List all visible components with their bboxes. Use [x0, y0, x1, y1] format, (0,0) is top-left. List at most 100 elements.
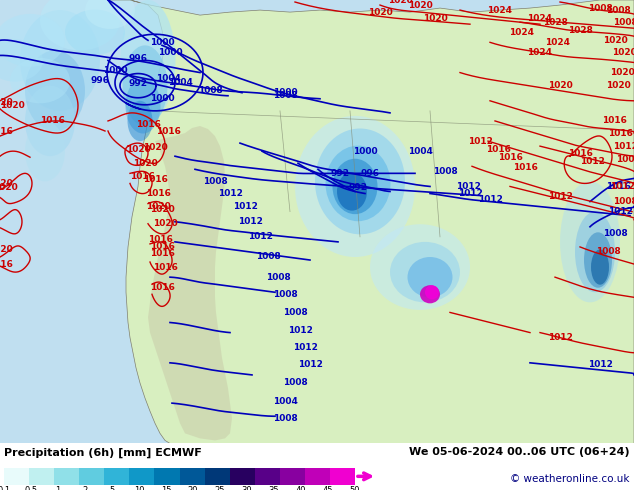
Text: 20: 20 — [188, 487, 198, 490]
Ellipse shape — [126, 78, 160, 134]
Text: 1016: 1016 — [39, 117, 65, 125]
Text: 1028: 1028 — [567, 26, 592, 35]
Text: 992: 992 — [349, 183, 368, 192]
Ellipse shape — [370, 224, 470, 310]
Text: 1000: 1000 — [353, 147, 377, 156]
Text: 1016: 1016 — [148, 235, 172, 245]
Text: 1020: 1020 — [126, 145, 150, 154]
Text: 0.1: 0.1 — [0, 487, 11, 490]
Ellipse shape — [0, 39, 43, 82]
Polygon shape — [148, 126, 232, 441]
Text: 1024: 1024 — [527, 14, 552, 23]
Text: 1008: 1008 — [198, 86, 223, 95]
Ellipse shape — [325, 146, 391, 221]
Text: 1008: 1008 — [616, 155, 634, 164]
Text: 2: 2 — [82, 487, 87, 490]
Ellipse shape — [295, 116, 415, 257]
Text: 1024: 1024 — [527, 48, 552, 57]
Text: 1020: 1020 — [612, 48, 634, 57]
Text: 1000: 1000 — [150, 38, 174, 47]
Text: Precipitation (6h) [mm] ECMWF: Precipitation (6h) [mm] ECMWF — [4, 447, 202, 458]
Text: 1016: 1016 — [129, 172, 155, 181]
Text: 1000: 1000 — [103, 66, 127, 75]
Text: 1020: 1020 — [150, 205, 174, 214]
Text: 1004: 1004 — [167, 78, 193, 87]
Text: 1020: 1020 — [423, 14, 448, 23]
Ellipse shape — [337, 172, 367, 211]
Text: 0.5: 0.5 — [25, 487, 37, 490]
Text: 1008: 1008 — [603, 229, 628, 238]
Text: 1024: 1024 — [488, 5, 512, 15]
Text: 1004: 1004 — [408, 147, 432, 156]
Ellipse shape — [425, 285, 439, 299]
Text: 1020: 1020 — [143, 143, 167, 151]
Text: 1008: 1008 — [588, 3, 612, 13]
Bar — [104, 468, 129, 485]
Text: 1020: 1020 — [0, 179, 13, 188]
Text: 1016: 1016 — [602, 117, 626, 125]
Text: 25: 25 — [215, 487, 225, 490]
Text: 1012: 1012 — [548, 333, 573, 342]
Ellipse shape — [420, 285, 440, 303]
Text: 1016: 1016 — [143, 175, 167, 184]
Text: 35: 35 — [269, 487, 280, 490]
Text: 1016: 1016 — [146, 189, 171, 198]
Bar — [54, 468, 79, 485]
Text: 1008: 1008 — [432, 167, 457, 176]
Bar — [280, 468, 305, 485]
Text: 1012: 1012 — [458, 189, 482, 198]
Ellipse shape — [315, 128, 405, 234]
Text: 1000: 1000 — [158, 48, 183, 57]
Text: 30: 30 — [242, 487, 252, 490]
Text: 1020: 1020 — [153, 219, 178, 228]
Text: 1012: 1012 — [609, 182, 634, 191]
Text: 1016: 1016 — [0, 260, 13, 269]
Text: 1020: 1020 — [0, 183, 17, 192]
Bar — [330, 468, 355, 485]
Text: 10: 10 — [134, 487, 145, 490]
Text: 1: 1 — [55, 487, 61, 490]
Text: 1020: 1020 — [0, 98, 13, 107]
Text: 1012: 1012 — [247, 232, 273, 242]
Text: 1016: 1016 — [0, 126, 13, 136]
Text: 1020: 1020 — [603, 36, 628, 45]
Text: 1012: 1012 — [288, 326, 313, 335]
Text: We 05-06-2024 00..06 UTC (06+24): We 05-06-2024 00..06 UTC (06+24) — [410, 447, 630, 458]
Ellipse shape — [408, 257, 453, 297]
Text: 1020: 1020 — [368, 7, 392, 17]
Text: 1016: 1016 — [136, 121, 160, 129]
Text: 1016: 1016 — [150, 283, 174, 292]
Text: 1008: 1008 — [283, 378, 307, 388]
Text: 40: 40 — [295, 487, 306, 490]
Bar — [4, 468, 29, 485]
Text: 1000: 1000 — [273, 88, 297, 97]
Text: 1012: 1012 — [588, 360, 612, 369]
Ellipse shape — [127, 101, 153, 141]
Ellipse shape — [40, 0, 120, 50]
Text: 1016: 1016 — [153, 263, 178, 271]
Bar — [179, 468, 205, 485]
Text: 1020: 1020 — [133, 159, 157, 168]
Text: 1008: 1008 — [283, 308, 307, 317]
Text: 1016: 1016 — [155, 126, 181, 136]
Text: 1016: 1016 — [605, 182, 630, 191]
Text: 996: 996 — [91, 76, 110, 85]
Ellipse shape — [0, 14, 65, 67]
Text: 992: 992 — [129, 79, 148, 88]
Ellipse shape — [25, 121, 65, 181]
Bar — [79, 468, 104, 485]
Text: 1012: 1012 — [477, 195, 502, 204]
Bar — [129, 468, 155, 485]
Text: 1008: 1008 — [273, 91, 297, 100]
Text: 1016: 1016 — [150, 249, 174, 259]
Text: 5: 5 — [110, 487, 115, 490]
Ellipse shape — [20, 10, 100, 111]
Text: 1008: 1008 — [605, 5, 630, 15]
Ellipse shape — [390, 242, 460, 302]
Bar — [155, 468, 179, 485]
Text: 1008: 1008 — [256, 252, 280, 262]
Text: 1020: 1020 — [548, 81, 573, 90]
Ellipse shape — [85, 0, 135, 29]
Ellipse shape — [25, 86, 75, 156]
Text: 1020: 1020 — [610, 68, 634, 77]
